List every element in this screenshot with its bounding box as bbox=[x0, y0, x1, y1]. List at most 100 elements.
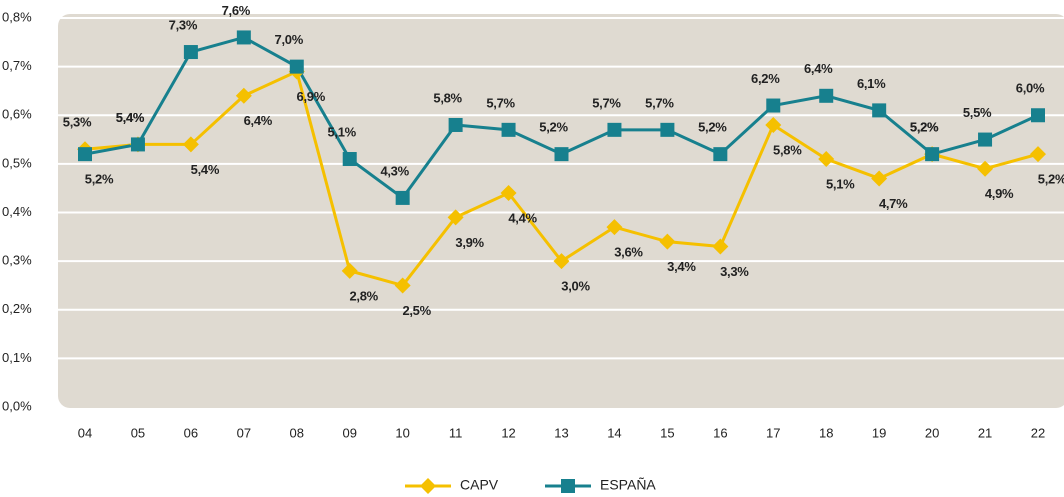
x-tick-label: 04 bbox=[78, 425, 92, 440]
x-tick-label: 13 bbox=[554, 425, 568, 440]
x-tick-label: 17 bbox=[766, 425, 780, 440]
point bbox=[765, 116, 782, 133]
point bbox=[766, 98, 781, 113]
x-tick-label: 21 bbox=[978, 425, 992, 440]
y-tick-label: 0,1% bbox=[2, 350, 32, 365]
point bbox=[130, 137, 145, 152]
point bbox=[607, 122, 622, 137]
x-tick-label: 18 bbox=[819, 425, 833, 440]
data-label: 4,4% bbox=[508, 210, 537, 225]
data-label: 6,0% bbox=[1016, 81, 1045, 96]
point bbox=[553, 253, 570, 270]
point bbox=[394, 277, 411, 294]
point bbox=[78, 147, 92, 162]
data-label: 2,8% bbox=[350, 288, 379, 303]
data-label: 5,8% bbox=[433, 90, 462, 105]
point bbox=[554, 147, 569, 162]
data-label: 3,6% bbox=[614, 245, 643, 260]
x-tick-label: 10 bbox=[395, 425, 409, 440]
data-label: 5,2% bbox=[539, 120, 568, 135]
point bbox=[818, 151, 835, 168]
data-label: 6,4% bbox=[804, 61, 833, 76]
data-label: 5,1% bbox=[328, 124, 357, 139]
point bbox=[236, 30, 251, 45]
data-label: 5,4% bbox=[191, 162, 220, 177]
data-label: 3,3% bbox=[720, 264, 749, 279]
y-tick-label: 0,3% bbox=[2, 253, 32, 268]
point bbox=[182, 136, 199, 153]
data-label: 5,5% bbox=[963, 105, 992, 120]
point bbox=[925, 147, 940, 162]
point bbox=[500, 185, 517, 202]
y-tick-label: 0,2% bbox=[2, 301, 32, 316]
point bbox=[235, 87, 252, 104]
data-label: 3,4% bbox=[667, 259, 696, 274]
x-tick-label: 07 bbox=[237, 425, 251, 440]
data-label: 7,0% bbox=[275, 32, 304, 47]
point bbox=[819, 88, 834, 103]
point bbox=[1031, 108, 1045, 123]
data-label: 3,0% bbox=[561, 279, 590, 294]
data-label: 4,7% bbox=[879, 196, 908, 211]
data-label: 5,2% bbox=[910, 120, 939, 135]
data-label: 5,2% bbox=[698, 120, 727, 135]
point bbox=[447, 209, 464, 226]
y-tick-label: 0,0% bbox=[2, 398, 32, 413]
data-label: 5,2% bbox=[910, 120, 939, 135]
x-tick-label: 11 bbox=[449, 425, 463, 440]
point bbox=[183, 45, 198, 60]
point bbox=[712, 238, 729, 255]
point bbox=[660, 122, 675, 137]
data-label: 5,1% bbox=[826, 176, 855, 191]
x-tick-label: 14 bbox=[607, 425, 621, 440]
y-tick-label: 0,5% bbox=[2, 155, 32, 170]
data-label: 5,2% bbox=[1038, 172, 1064, 187]
legend-label: CAPV bbox=[460, 477, 499, 493]
x-tick-label: 19 bbox=[872, 425, 886, 440]
data-label: 5,3% bbox=[63, 115, 92, 130]
y-tick-label: 0,7% bbox=[2, 58, 32, 73]
x-tick-label: 09 bbox=[342, 425, 356, 440]
data-label: 2,5% bbox=[402, 303, 431, 318]
data-label: 5,7% bbox=[592, 95, 621, 110]
data-label: 5,7% bbox=[645, 95, 674, 110]
point bbox=[659, 233, 676, 250]
plot-background bbox=[58, 14, 1064, 408]
point bbox=[713, 147, 728, 162]
x-tick-label: 16 bbox=[713, 425, 727, 440]
x-tick-label: 12 bbox=[501, 425, 515, 440]
point bbox=[606, 219, 623, 236]
x-tick-label: 08 bbox=[290, 425, 304, 440]
legend-marker bbox=[561, 479, 575, 493]
x-tick-label: 22 bbox=[1031, 425, 1045, 440]
data-label: 5,4% bbox=[116, 110, 145, 125]
x-tick-label: 15 bbox=[660, 425, 674, 440]
x-tick-label: 05 bbox=[131, 425, 145, 440]
data-label: 6,9% bbox=[297, 89, 326, 104]
data-label: 7,3% bbox=[169, 17, 198, 32]
y-tick-label: 0,8% bbox=[2, 9, 32, 24]
point bbox=[872, 103, 887, 118]
y-tick-label: 0,6% bbox=[2, 107, 32, 122]
point bbox=[341, 262, 358, 279]
y-tick-label: 0,4% bbox=[2, 204, 32, 219]
point bbox=[978, 132, 993, 147]
x-tick-label: 06 bbox=[184, 425, 198, 440]
point bbox=[395, 190, 410, 205]
data-label: 5,2% bbox=[85, 172, 114, 187]
data-label: 4,9% bbox=[985, 186, 1014, 201]
point bbox=[501, 122, 516, 137]
data-label: 4,3% bbox=[380, 163, 409, 178]
point bbox=[448, 117, 463, 132]
point bbox=[289, 59, 304, 74]
point bbox=[977, 160, 994, 177]
data-label: 5,8% bbox=[773, 142, 802, 157]
data-label: 5,7% bbox=[486, 95, 515, 110]
point bbox=[342, 152, 357, 167]
data-label: 6,4% bbox=[244, 113, 273, 128]
legend-label: ESPAÑA bbox=[600, 477, 656, 493]
point bbox=[1030, 146, 1046, 163]
legend-marker bbox=[420, 478, 436, 494]
x-tick-label: 20 bbox=[925, 425, 939, 440]
